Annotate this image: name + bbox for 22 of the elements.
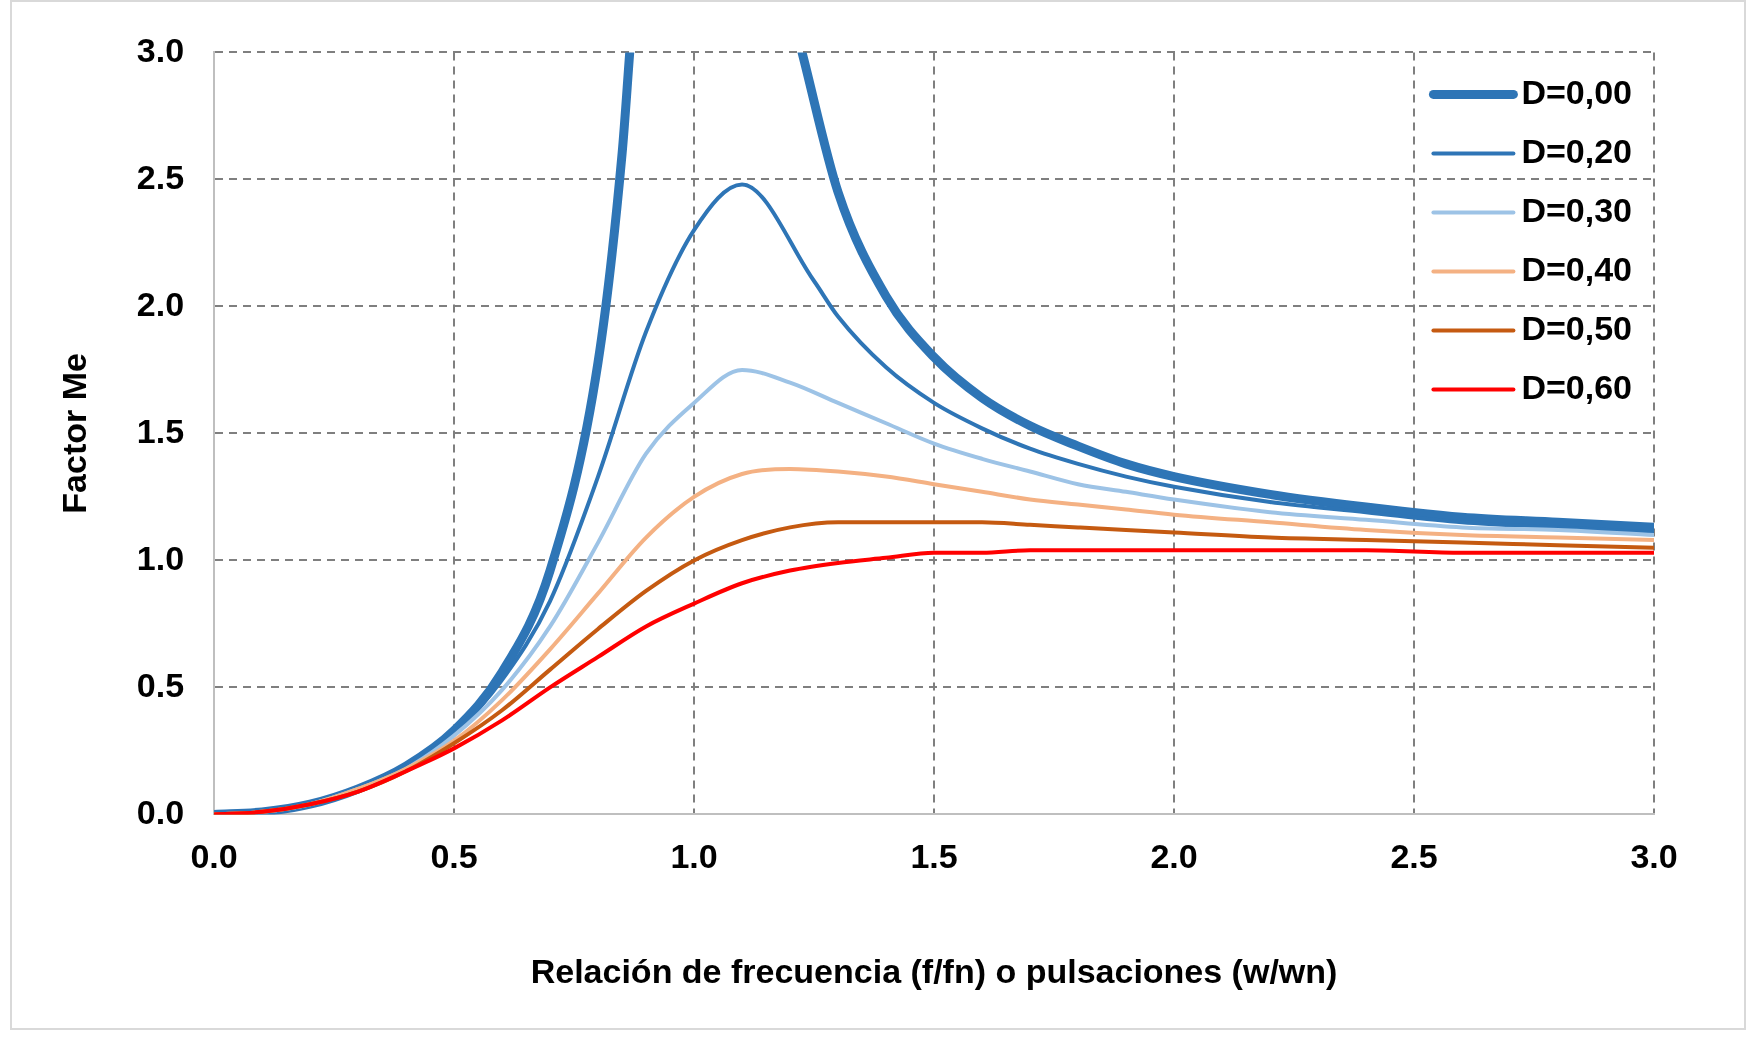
y-tick-label: 2.5 [136, 157, 185, 196]
x-tick-label: 0.0 [190, 837, 238, 876]
x-tick-label: 1.0 [670, 837, 718, 876]
legend-label: D=0,00 [1521, 72, 1633, 111]
legend-label: D=0,40 [1521, 249, 1633, 288]
x-tick-label: 2.0 [1150, 837, 1198, 876]
x-tick-label: 1.5 [910, 837, 958, 876]
x-tick-label: 0.5 [430, 837, 478, 876]
y-tick-label: 0.0 [136, 792, 185, 831]
y-tick-label: 3.0 [136, 30, 185, 69]
x-tick-label: 3.0 [1630, 837, 1678, 876]
legend-label: D=0,50 [1521, 308, 1633, 347]
y-axis-title: Factor Me [54, 353, 93, 514]
legend-label: D=0,20 [1521, 131, 1633, 170]
legend-label: D=0,60 [1521, 367, 1633, 406]
y-tick-label: 0.5 [136, 665, 185, 704]
y-tick-label: 1.0 [136, 538, 185, 577]
legend-label: D=0,30 [1521, 190, 1633, 229]
x-axis-title: Relación de frecuencia (f/fn) o pulsaciones (w/wn) [530, 951, 1338, 990]
x-tick-label: 2.5 [1390, 837, 1438, 876]
y-tick-label: 1.5 [136, 411, 185, 450]
y-tick-label: 2.0 [136, 284, 185, 323]
